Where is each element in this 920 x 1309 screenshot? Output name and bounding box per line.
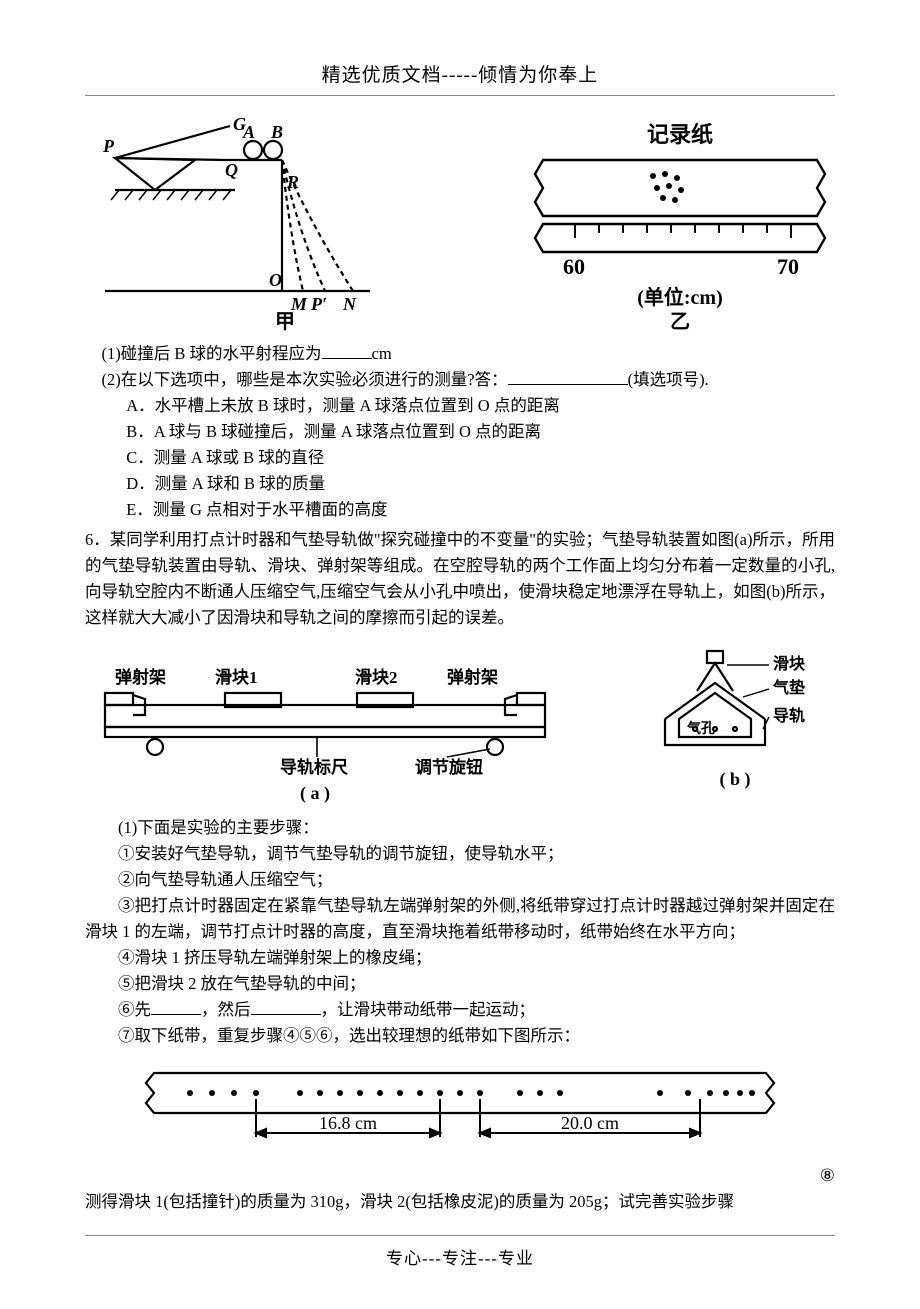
q5-blank2[interactable] xyxy=(508,367,628,385)
label-A: A xyxy=(242,122,255,142)
tick-70: 70 xyxy=(777,254,799,279)
lbl-b-slider: 滑块 xyxy=(773,655,806,673)
tick-60: 60 xyxy=(563,254,585,279)
figure-a: 弹射架 滑块1 滑块2 弹射架 导轨标尺 调节旋钮 ( a ) xyxy=(85,655,565,805)
lbl-slider1: 滑块1 xyxy=(215,668,258,687)
q5-p2-pre: (2)在以下选项中，哪些是本次实验必须进行的测量?答： xyxy=(102,370,508,389)
q5-p2-post: (填选项号). xyxy=(628,370,709,389)
lbl-b-hole: 气孔 xyxy=(686,720,715,737)
seg1-label: 16.8 cm xyxy=(319,1113,377,1133)
seg2-label: 20.0 cm xyxy=(561,1113,619,1133)
label-O: O xyxy=(269,270,282,290)
caption-b: ( b ) xyxy=(720,769,751,790)
unit-label: (单位:cm) xyxy=(637,285,723,309)
caption-yi: 乙 xyxy=(670,311,690,331)
q6-s1: ①安装好气垫导轨，调节气垫导轨的调节旋钮，使导轨水平； xyxy=(85,841,835,867)
q5-p1: (1)碰撞后 B 球的水平射程应为 cm xyxy=(85,341,835,367)
circled-8: ⑧ xyxy=(820,1163,835,1189)
lbl-slider2: 滑块2 xyxy=(355,668,398,687)
q5-p1-pre: (1)碰撞后 B 球的水平射程应为 xyxy=(102,344,322,363)
lbl-launcher-r: 弹射架 xyxy=(447,667,498,687)
q6-s5: ⑤把滑块 2 放在气垫导轨的中间； xyxy=(85,971,835,997)
figure-tape: 16.8 cm 20.0 cm xyxy=(140,1059,780,1159)
q6-steps-title: (1)下面是实验的主要步骤： xyxy=(85,815,835,841)
q5-opt-A: A．水平槽上未放 B 球时，测量 A 球落点位置到 O 点的距离 xyxy=(85,393,835,419)
lbl-scale: 导轨标尺 xyxy=(280,757,348,777)
label-B: B xyxy=(270,122,283,142)
q6-s2: ②向气垫导轨通人压缩空气； xyxy=(85,867,835,893)
label-P: P xyxy=(102,136,115,156)
q5-opt-E: E．测量 G 点相对于水平槽面的高度 xyxy=(85,497,835,523)
q6-tail: 测得滑块 1(包括撞针)的质量为 310g，滑块 2(包括橡皮泥)的质量为 20… xyxy=(85,1189,835,1215)
label-N: N xyxy=(342,294,357,314)
figure-jia: P G A B Q R O M P′ N 甲 xyxy=(85,116,375,331)
figure-yi: 记录纸 xyxy=(525,116,835,331)
footer-rule xyxy=(85,1235,835,1236)
label-Pp: P′ xyxy=(310,294,327,314)
q6-s4: ④滑块 1 挤压导轨左端弹射架上的橡皮绳； xyxy=(85,945,835,971)
figure-row-1: P G A B Q R O M P′ N 甲 记录纸 xyxy=(85,116,835,331)
lbl-b-cushion: 气垫 xyxy=(772,678,805,697)
q5-opt-C: C．测量 A 球或 B 球的直径 xyxy=(85,445,835,471)
caption-jia: 甲 xyxy=(275,311,295,331)
label-Q: Q xyxy=(225,160,238,180)
q6-s3: ③把打点计时器固定在紧靠气垫导轨左端弹射架的外侧,将纸带穿过打点计时器越过弹射架… xyxy=(85,893,835,945)
figure-b: 滑块 气垫 导轨 气孔 ( b ) xyxy=(635,645,835,805)
q6-s7: ⑦取下纸带，重复步骤④⑤⑥，选出较理想的纸带如下图所示： xyxy=(85,1023,835,1049)
tape-figure-wrap: 16.8 cm 20.0 cm xyxy=(85,1059,835,1159)
q6-s6-blank1[interactable] xyxy=(151,997,201,1015)
q6-s6-mid: ，然后 xyxy=(201,1000,251,1019)
q5-opt-B: B．A 球与 B 球碰撞后，测量 A 球落点位置到 O 点的距离 xyxy=(85,419,835,445)
lbl-launcher-l: 弹射架 xyxy=(115,667,166,687)
q5-p1-post: cm xyxy=(372,344,392,363)
q5-opt-D: D．测量 A 球和 B 球的质量 xyxy=(85,471,835,497)
q5-blank1[interactable] xyxy=(322,341,372,359)
figure-row-2: 弹射架 滑块1 滑块2 弹射架 导轨标尺 调节旋钮 ( a ) xyxy=(85,645,835,805)
q5-p2: (2)在以下选项中，哪些是本次实验必须进行的测量?答： (填选项号). xyxy=(85,367,835,393)
lbl-b-rail: 导轨 xyxy=(773,706,805,725)
caption-a: ( a ) xyxy=(300,783,330,804)
page-header: 精选优质文档-----倾情为你奉上 xyxy=(85,60,835,87)
q6-s6: ⑥先 ，然后 ，让滑块带动纸带一起运动； xyxy=(85,997,835,1023)
label-R: R xyxy=(286,172,299,192)
lbl-knob: 调节旋钮 xyxy=(415,757,483,777)
q6-s6-blank2[interactable] xyxy=(251,997,321,1015)
q6-s6-pre: ⑥先 xyxy=(118,1000,151,1019)
q6-s6-post: ，让滑块带动纸带一起运动； xyxy=(321,1000,536,1019)
header-rule xyxy=(85,95,835,96)
q6-stem: 6．某同学利用打点计时器和气垫导轨做"探究碰撞中的不变量"的实验；气垫导轨装置如… xyxy=(85,527,835,631)
record-paper-title: 记录纸 xyxy=(647,122,713,147)
page-footer: 专心---专注---专业 xyxy=(85,1244,835,1269)
